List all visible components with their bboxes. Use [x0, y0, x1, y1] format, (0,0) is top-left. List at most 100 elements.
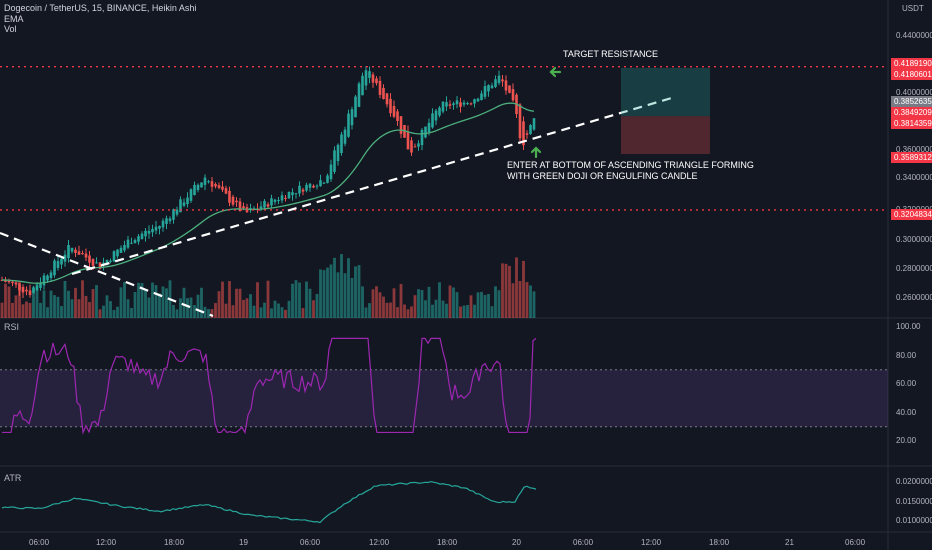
descending-trendline	[0, 231, 214, 318]
volume-bar	[70, 299, 74, 318]
candle-body	[123, 245, 126, 251]
candle-body	[522, 121, 525, 146]
volume-bar	[448, 285, 452, 318]
candle-body	[392, 106, 396, 117]
volume-bar	[368, 303, 371, 318]
volume-bar	[280, 307, 284, 318]
candle-body	[410, 140, 413, 153]
candle-body	[193, 184, 196, 196]
candle-body	[81, 253, 84, 255]
candle-body	[140, 233, 144, 239]
rsi-tick-label: 60.00	[896, 379, 917, 388]
candle-body	[266, 204, 270, 207]
candle-body	[448, 104, 452, 106]
candle-body	[280, 195, 284, 201]
price-tag[interactable]: 0.3814359	[891, 118, 932, 129]
candle-body	[378, 80, 382, 95]
candle-body	[308, 183, 312, 188]
candle-body	[350, 109, 354, 126]
volume-bar	[137, 282, 140, 318]
volume-bar	[46, 307, 49, 318]
volume-bar	[403, 304, 406, 318]
candle-body	[518, 104, 522, 139]
volume-bar	[0, 302, 4, 318]
ema-indicator-label[interactable]: EMA	[4, 14, 24, 24]
candle-body	[357, 83, 361, 107]
volume-bar	[53, 295, 56, 318]
volume-bar	[126, 299, 130, 318]
volume-bar	[98, 309, 102, 318]
volume-bar	[487, 294, 490, 318]
candles[interactable]	[0, 66, 536, 318]
volume-bar	[214, 303, 217, 318]
volume-bar	[525, 282, 529, 318]
candle-body	[508, 85, 511, 93]
price-tag[interactable]: 0.3204834	[891, 209, 932, 220]
volume-bar	[473, 304, 476, 318]
candle-body	[312, 185, 315, 188]
price-tag[interactable]: 0.3589312	[891, 152, 932, 163]
volume-bar	[249, 294, 252, 318]
rsi-tick-label: 100.00	[896, 322, 921, 331]
candle-body	[95, 262, 98, 264]
volume-bar	[424, 300, 427, 318]
volume-bar	[305, 281, 308, 318]
candle-body	[462, 102, 466, 105]
candle-body	[221, 186, 224, 190]
price-tag[interactable]: 0.4189190	[891, 58, 932, 69]
price-tick-label: 0.2800000	[896, 264, 932, 273]
candle-body	[438, 107, 441, 116]
time-tick-label: 12:00	[96, 538, 117, 547]
candle-body	[417, 143, 420, 147]
price-tag[interactable]: 0.3852635	[891, 96, 932, 107]
volume-bar	[494, 286, 497, 318]
candle-body	[175, 209, 179, 215]
price-tag[interactable]: 0.3849209	[891, 107, 932, 118]
atr-tick-label: 0.0200000	[896, 477, 932, 486]
volume-bar	[413, 295, 417, 318]
volume-bar	[389, 302, 392, 318]
candle-body	[473, 99, 476, 104]
volume-bar	[350, 277, 354, 318]
volume-indicator-label[interactable]: Vol	[4, 24, 17, 34]
candle-body	[445, 102, 448, 107]
candle-body	[427, 122, 431, 133]
candle-body	[263, 200, 266, 208]
volume-bar	[396, 307, 399, 318]
candle-body	[441, 101, 445, 112]
rsi-label[interactable]: RSI	[4, 322, 20, 332]
candle-body	[21, 286, 25, 293]
candle-body	[105, 259, 109, 265]
candle-body	[158, 225, 161, 229]
atr-label[interactable]: ATR	[4, 473, 22, 483]
candle-body	[459, 102, 462, 107]
candle-body	[396, 111, 399, 121]
candle-body	[487, 85, 490, 92]
volume-bar	[112, 309, 116, 318]
volume-bar	[406, 309, 410, 318]
volume-bar	[347, 258, 350, 318]
price-tag[interactable]: 0.4180601	[891, 69, 932, 80]
price-tick-label: 0.2600000	[896, 293, 932, 302]
volume-bar	[504, 263, 508, 318]
volume-bar	[333, 257, 336, 318]
atr-tick-label: 0.0150000	[896, 496, 932, 506]
volume-bar	[63, 280, 67, 318]
volume-bar	[172, 304, 175, 318]
rsi-tick-label: 80.00	[896, 350, 917, 360]
candle-body	[63, 254, 67, 262]
candle-body	[403, 124, 406, 138]
volume-bar	[140, 283, 144, 318]
volume-bar	[336, 272, 340, 318]
candle-body	[186, 197, 189, 205]
volume-bar	[56, 296, 60, 318]
volume-bar	[459, 306, 462, 318]
volume-bar	[326, 267, 329, 318]
time-tick-label: 18:00	[164, 538, 185, 547]
volume-bar	[431, 304, 434, 318]
volume-bar	[221, 281, 224, 318]
candle-body	[28, 290, 32, 296]
volume-bar	[151, 282, 154, 318]
volume-bar	[123, 282, 126, 318]
